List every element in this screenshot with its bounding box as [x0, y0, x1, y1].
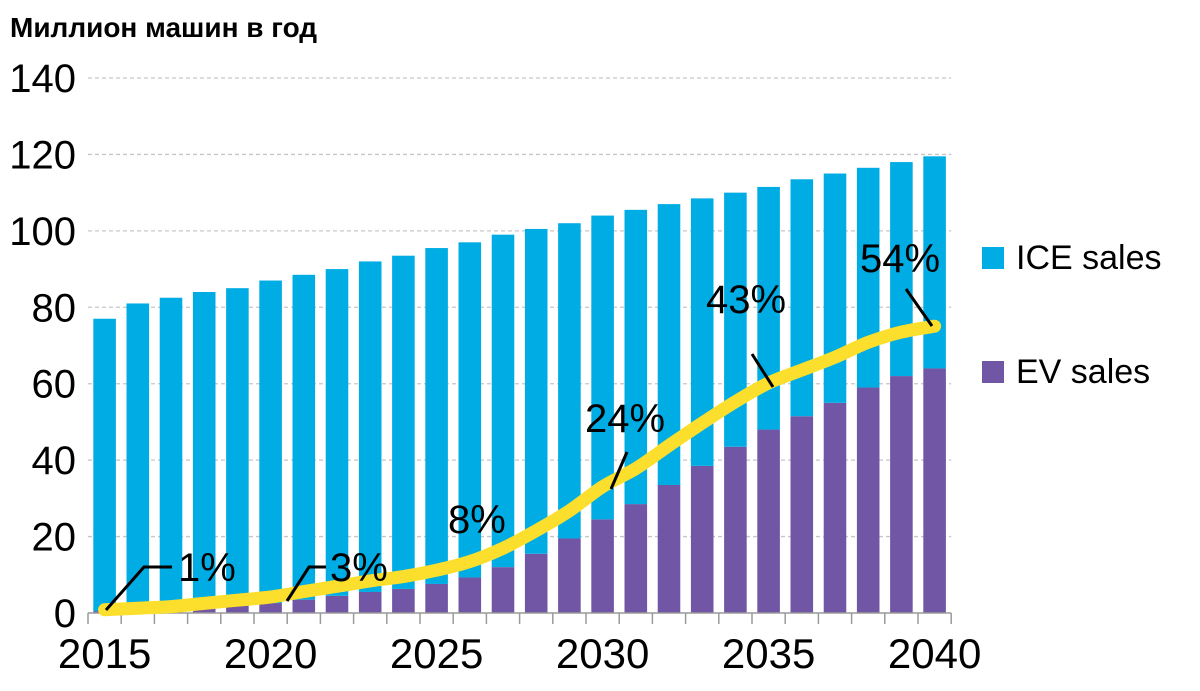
bar-segment-ev [724, 446, 747, 613]
bar-segment-ev [624, 504, 648, 613]
ice-legend-swatch [982, 247, 1004, 269]
bar-segment-ev [823, 402, 847, 613]
chart-title: Миллион машин в год [10, 12, 318, 43]
x-axis-tick-label: 2035 [722, 630, 815, 677]
annotation-label: 1% [178, 546, 236, 590]
annotation-label: 8% [448, 498, 506, 542]
bar-segment-ice [358, 261, 382, 592]
y-axis-tick-label: 80 [32, 286, 77, 330]
bar-segment-ice [890, 162, 913, 377]
bar-segment-ice [790, 179, 814, 417]
ev-legend-swatch [982, 361, 1004, 383]
bar-segment-ev [690, 465, 714, 613]
bar-segment-ice [491, 234, 515, 568]
bar-segment-ev [657, 484, 681, 613]
y-axis-tick-label: 20 [32, 516, 77, 560]
ice-legend-label: ICE sales [1016, 239, 1162, 277]
annotation-label: 24% [585, 397, 665, 441]
annotation-leader-line [285, 565, 326, 602]
y-axis-tick-label: 60 [32, 363, 77, 407]
annotation-label: 43% [706, 278, 786, 322]
bar-segment-ice [856, 167, 880, 388]
bar-segment-ice [226, 288, 249, 606]
bar-segment-ev [259, 603, 282, 613]
annotation-label: 3% [330, 546, 388, 590]
bar-segment-ev [491, 567, 515, 613]
bar-segment-ice [159, 297, 183, 610]
bar-segment-ice [192, 292, 216, 608]
x-axis-tick-label: 2030 [556, 630, 649, 677]
bar-segment-ev [358, 591, 382, 613]
bar-segment-ice [524, 228, 548, 554]
y-axis-tick-label: 140 [9, 57, 76, 101]
bar-segment-ice [558, 223, 581, 539]
bar-segment-ev [856, 387, 880, 613]
bar-segment-ice [923, 156, 946, 369]
bar-segment-ev [292, 599, 316, 613]
y-axis-tick-label: 40 [32, 439, 77, 483]
bar-segment-ice [591, 215, 614, 520]
bar-segment-ev [890, 376, 913, 613]
bar-segment-ev [325, 595, 349, 613]
bar-segment-ice [325, 269, 349, 596]
bar-segment-ev [790, 416, 814, 613]
bar-segment-ice [292, 274, 316, 600]
bar-segment-ice [624, 209, 648, 505]
bar-segment-ice [425, 248, 448, 584]
y-axis-tick-label: 100 [9, 210, 76, 254]
annotation-label: 54% [860, 237, 940, 281]
legend-item-ev: EV sales [982, 355, 1150, 389]
bar-segment-ev [524, 553, 548, 613]
y-axis-tick-label: 120 [9, 133, 76, 177]
bar-segment-ev [591, 519, 614, 613]
bar-segment-ice [392, 255, 415, 589]
bar-segment-ev [757, 429, 780, 613]
annotation-leader-line [750, 353, 775, 388]
bar-segment-ev [558, 538, 581, 613]
bar-segment-ev [425, 583, 448, 613]
annotation-leader-line [609, 451, 629, 490]
bar-segment-ev [392, 588, 415, 613]
bar-segment-ice [93, 318, 116, 612]
bar-segment-ev [458, 577, 482, 613]
bar-segment-ice [458, 242, 482, 578]
legend-item-ice: ICE sales [982, 241, 1162, 275]
x-axis-tick-label: 2015 [58, 630, 151, 677]
annotation-leader-line [104, 565, 172, 611]
ev-legend-label: EV sales [1016, 353, 1151, 391]
bar-segment-ice [657, 204, 681, 485]
x-axis-tick-label: 2040 [888, 630, 981, 677]
bar-segment-ice [823, 173, 847, 403]
x-axis-tick-label: 2025 [390, 630, 483, 677]
y-axis-tick-label: 0 [54, 592, 76, 636]
bar-segment-ev [192, 607, 216, 613]
bar-segment-ev [226, 605, 249, 613]
annotation-leader-line [904, 288, 934, 327]
bar-segment-ev [923, 368, 946, 613]
x-axis-tick-label: 2020 [224, 630, 317, 677]
bar-segment-ice [724, 192, 747, 447]
ev-share-line [98, 319, 942, 617]
bar-segment-ice [126, 303, 150, 611]
bar-segment-ice [690, 198, 714, 466]
bar-segment-ice [259, 280, 282, 604]
